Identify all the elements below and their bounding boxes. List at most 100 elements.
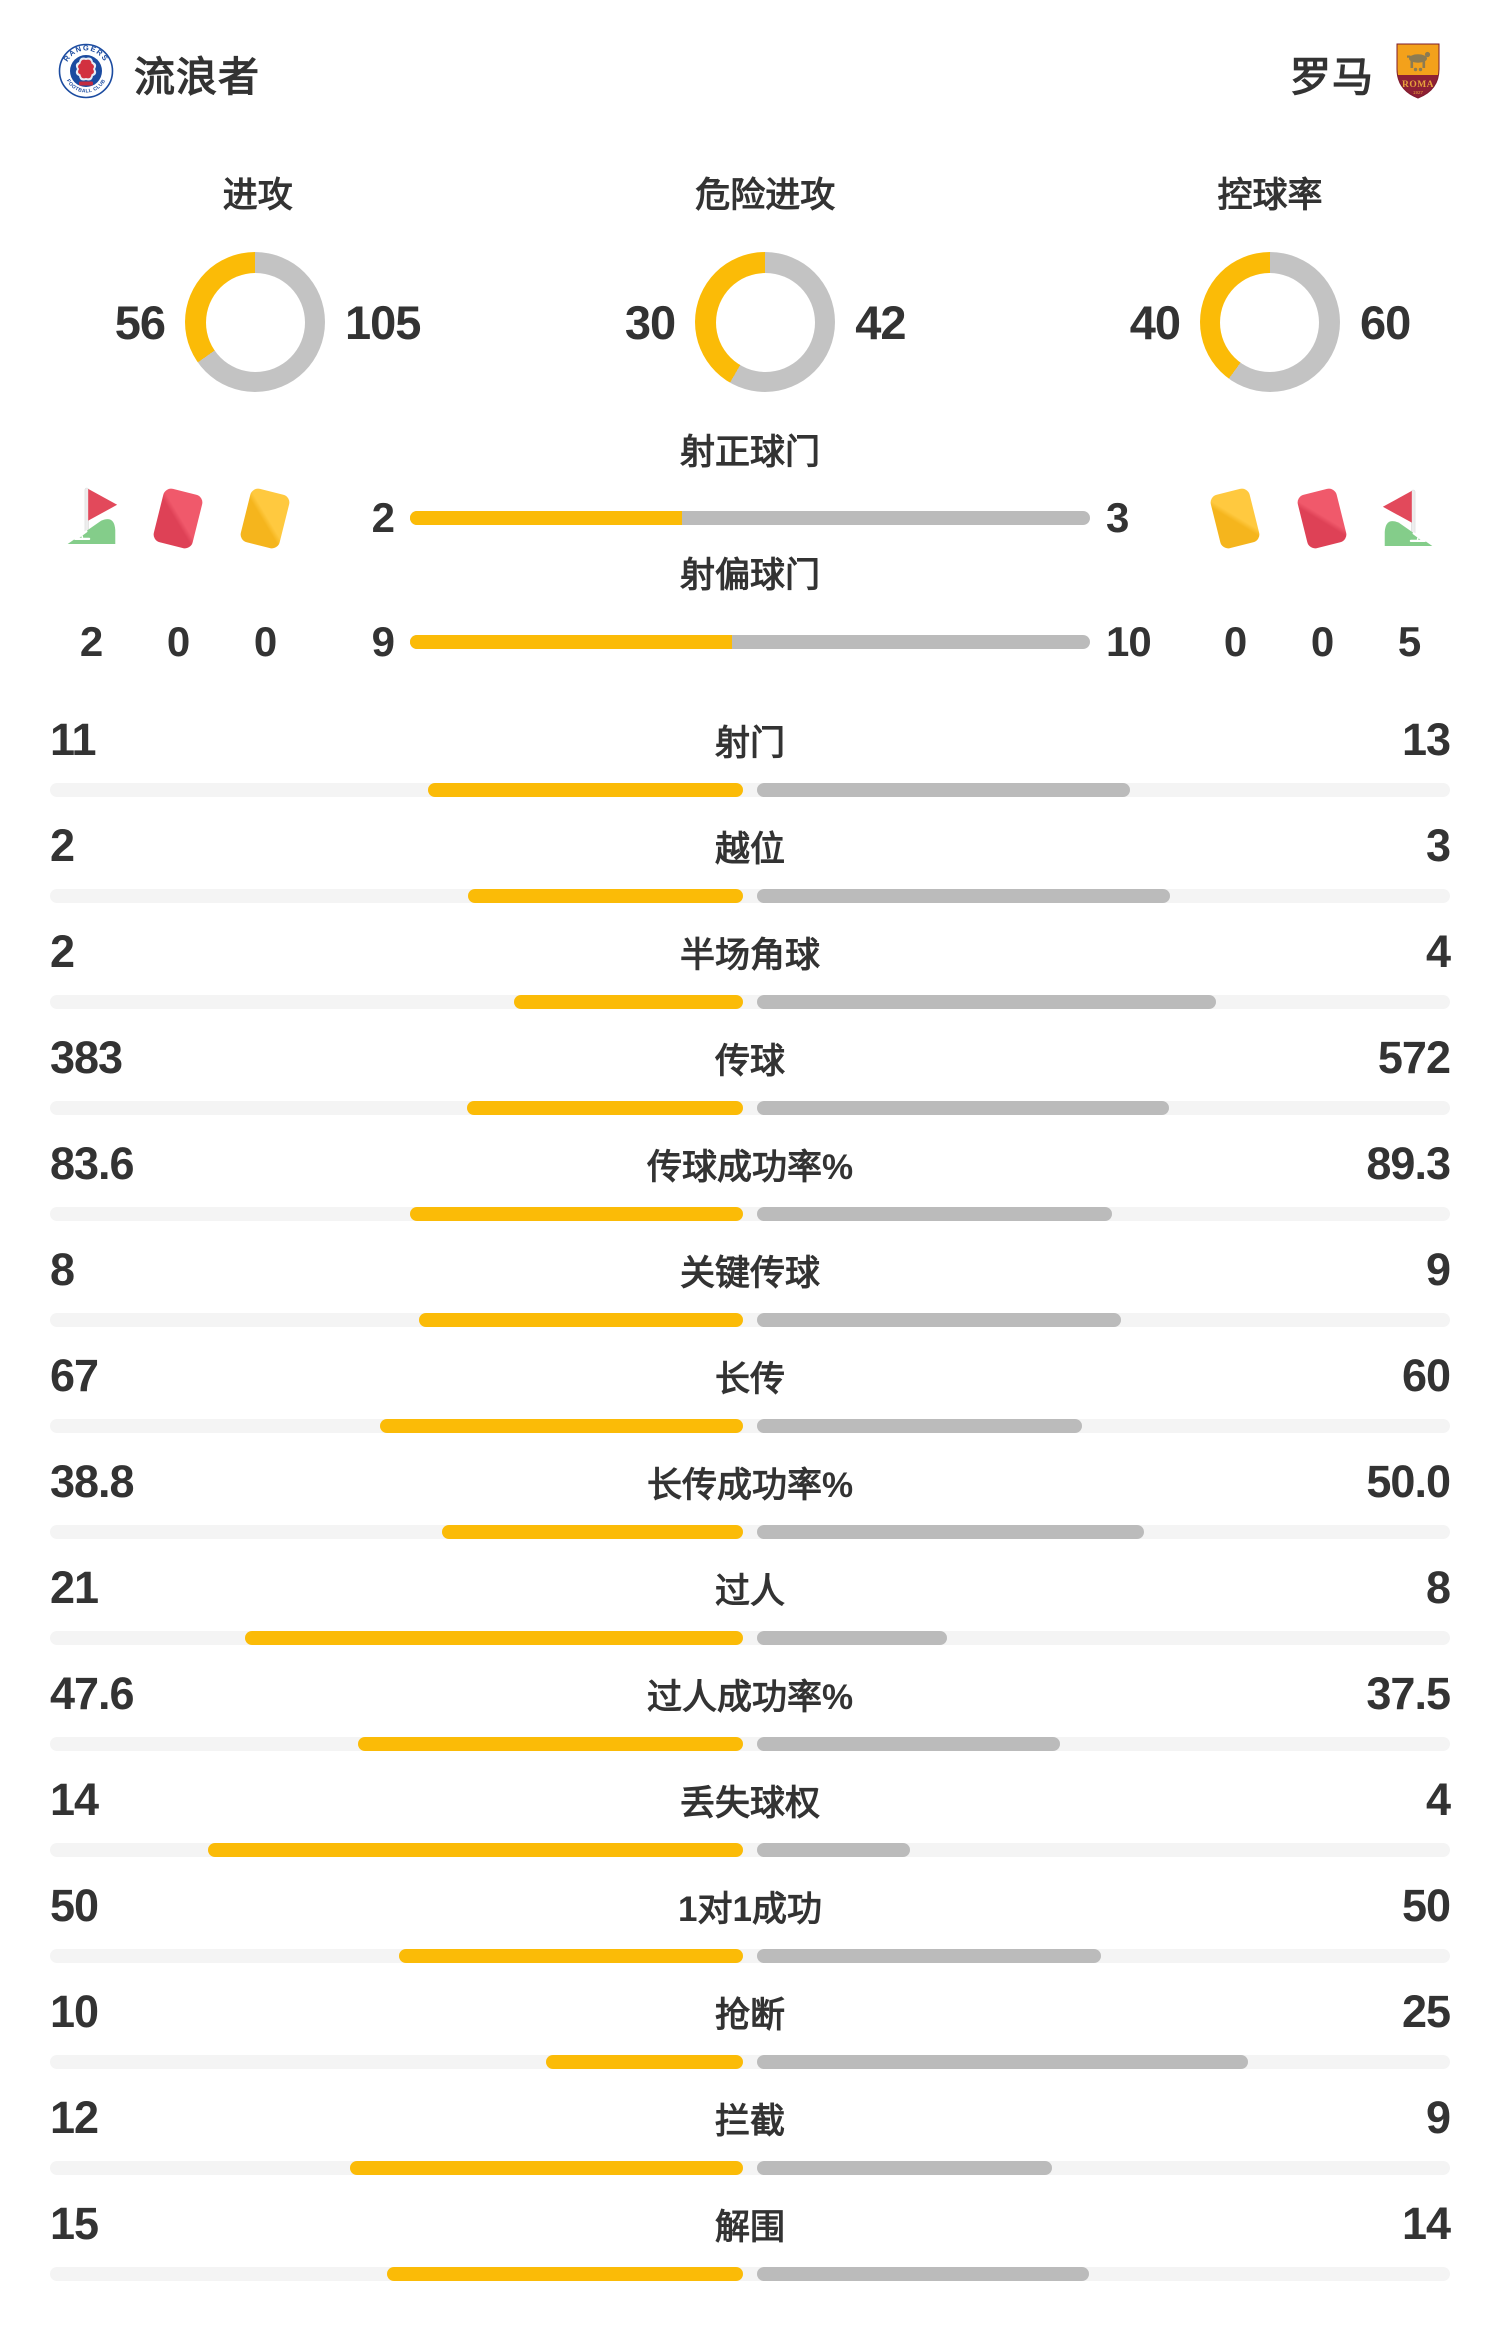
stat-bar-track [50, 1737, 1450, 1751]
stat-away-value: 4 [1425, 1774, 1451, 1825]
red-card-shape [1295, 486, 1349, 550]
stat-row-top: 2 越位 3 [0, 810, 1500, 882]
away-yellow-count: 0 [1223, 618, 1247, 665]
home-red-card [137, 486, 219, 550]
stat-label: 射门 [714, 723, 785, 763]
donut-away-value: 42 [855, 295, 906, 349]
corner-flag-icon [1381, 488, 1437, 548]
stat-home-value: 14 [50, 1774, 99, 1825]
stat-row-9: 47.6 过人成功率% 37.5 [0, 1658, 1500, 1764]
donut-chart-row: 进攻 56 105 危险进攻 30 42 控球率 40 60 [95, 170, 1430, 392]
stat-row-4: 83.6 传球成功率% 89.3 [0, 1128, 1500, 1234]
away-cards-counts: 0 0 5 [1194, 610, 1450, 674]
shots-off-target-title: 射偏球门 [679, 556, 820, 595]
shots-on-target-title: 射正球门 [679, 433, 820, 472]
donut-hole [715, 272, 815, 372]
stat-home-value: 383 [50, 1032, 123, 1083]
stat-home-value: 15 [50, 2198, 99, 2249]
donut-title: 危险进攻 [695, 176, 836, 215]
stat-bar-home-fill [468, 889, 743, 903]
stat-row-top: 15 解围 14 [0, 2188, 1500, 2260]
stat-bar-away-fill [757, 995, 1216, 1009]
stat-bar-home-fill [350, 2161, 743, 2175]
stat-row-12: 10 抢断 25 [0, 1976, 1500, 2082]
shots-away-value: 3 [1106, 494, 1129, 541]
stat-home-value: 2 [50, 820, 75, 871]
stat-label: 解围 [714, 2207, 785, 2247]
shots-bar-home-fill [410, 511, 682, 525]
stat-row-top: 12 拦截 9 [0, 2082, 1500, 2154]
roma-crest-icon: ROMA 1927 [1394, 42, 1442, 105]
stat-bar-home-fill [428, 783, 743, 797]
stat-home-value: 83.6 [50, 1138, 135, 1189]
stat-label: 拦截 [714, 2101, 785, 2141]
stat-row-14: 15 解围 14 [0, 2188, 1500, 2294]
stat-home-value: 10 [50, 1986, 99, 2037]
donut-hole [205, 272, 305, 372]
stat-bar-track [50, 1631, 1450, 1645]
shots-home-value: 9 [371, 618, 395, 665]
yellow-card-shape [238, 486, 292, 550]
away-cards-icons [1194, 486, 1450, 550]
stat-bar-home-fill [245, 1631, 743, 1645]
stat-bar-track [50, 1313, 1450, 1327]
home-yellow-count: 0 [253, 618, 277, 665]
stat-bar-track [50, 1525, 1450, 1539]
home-corner-flag [50, 486, 132, 550]
home-team[interactable]: RANGERS FOOTBALL CLUB 流浪者 [58, 43, 260, 104]
home-team-name: 流浪者 [134, 54, 260, 100]
stat-row-7: 38.8 长传成功率% 50.0 [0, 1446, 1500, 1552]
stat-bar-track [50, 2161, 1450, 2175]
away-team[interactable]: 罗马 [1290, 42, 1442, 105]
home-corners-count-slot: 2 [50, 610, 132, 674]
stat-label: 长传 [714, 1359, 785, 1399]
stat-row-top: 67 长传 60 [0, 1340, 1500, 1412]
away-red-count: 0 [1310, 618, 1334, 665]
home-yellow-count-slot: 0 [224, 610, 306, 674]
stat-bar-track [50, 2055, 1450, 2069]
home-red-count-slot: 0 [137, 610, 219, 674]
stat-row-top: 14 丢失球权 4 [0, 1764, 1500, 1836]
away-yellow-count-slot: 0 [1194, 610, 1276, 674]
yellow-card-icon [1208, 486, 1262, 550]
stat-row-13: 12 拦截 9 [0, 2082, 1500, 2188]
stat-away-value: 4 [1425, 926, 1451, 977]
home-red-count: 0 [166, 618, 190, 665]
stat-home-value: 38.8 [50, 1456, 135, 1507]
stat-bar-away-fill [757, 1949, 1101, 1963]
stat-home-value: 2 [50, 926, 75, 977]
stat-bar-home-fill [410, 1207, 743, 1221]
corner-flag-icon [63, 486, 119, 551]
shots-away-value: 10 [1106, 618, 1152, 665]
stat-row-5: 8 关键传球 9 [0, 1234, 1500, 1340]
stat-row-top: 383 传球 572 [0, 1022, 1500, 1094]
stat-bar-track [50, 1949, 1450, 1963]
stat-label: 过人 [714, 1571, 785, 1611]
stat-bar-home-fill [358, 1737, 743, 1751]
home-cards-counts: 2 0 0 [50, 610, 306, 674]
stat-row-top: 47.6 过人成功率% 37.5 [0, 1658, 1500, 1730]
stat-row-6: 67 长传 60 [0, 1340, 1500, 1446]
donut-home-value: 56 [114, 295, 166, 349]
stat-bar-home-fill [419, 1313, 743, 1327]
stat-row-top: 10 抢断 25 [0, 1976, 1500, 2048]
stat-bar-home-fill [380, 1419, 743, 1433]
donut-group-2: 控球率 40 60 [1110, 170, 1430, 392]
stat-row-top: 2 半场角球 4 [0, 916, 1500, 988]
stat-label: 半场角球 [679, 935, 820, 975]
stat-label: 越位 [714, 829, 785, 869]
stat-row-top: 21 过人 8 [0, 1552, 1500, 1624]
stat-home-value: 8 [50, 1244, 75, 1295]
home-cards-icons [50, 486, 306, 550]
stat-row-0: 11 射门 13 [0, 704, 1500, 810]
stat-row-top: 38.8 长传成功率% 50.0 [0, 1446, 1500, 1518]
away-team-name: 罗马 [1290, 54, 1374, 100]
stat-bar-track [50, 1207, 1450, 1221]
stat-away-value: 50 [1401, 1880, 1451, 1931]
donut-line: 30 42 [605, 252, 925, 392]
stat-home-value: 47.6 [50, 1668, 135, 1719]
stat-bar-away-fill [757, 2055, 1248, 2069]
donut-home-value: 30 [624, 295, 676, 349]
